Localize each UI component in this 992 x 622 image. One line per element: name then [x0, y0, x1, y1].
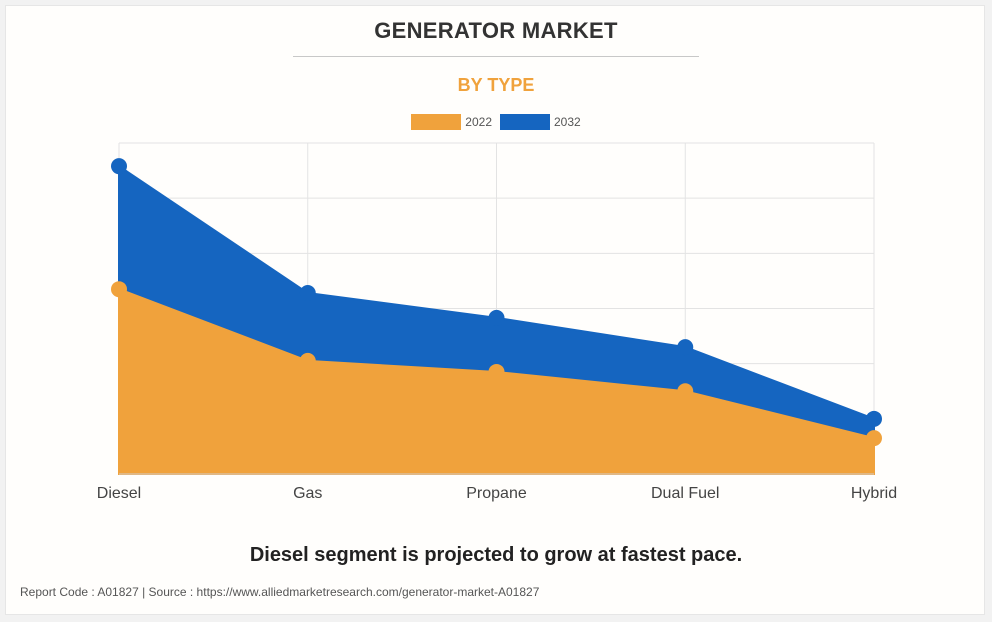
legend-item-2032[interactable]: 2032: [500, 114, 581, 130]
x-tick-label-gas: Gas: [293, 485, 322, 502]
data-point-2022-gas: [299, 352, 316, 369]
data-point-2022-propane: [488, 363, 505, 380]
data-point-2032-propane: [488, 309, 505, 326]
x-tick-label-propane: Propane: [466, 485, 527, 502]
data-point-2022-hybrid: [866, 430, 882, 447]
x-tick-label-diesel: Diesel: [97, 485, 141, 502]
data-point-2022-dual-fuel: [677, 383, 694, 400]
data-point-2032-gas: [299, 285, 316, 302]
source-note: Report Code : A01827 | Source : https://…: [20, 585, 540, 599]
x-tick-label-dual-fuel: Dual Fuel: [651, 485, 719, 502]
legend-swatch-2022: [411, 114, 462, 130]
title-divider: [293, 56, 699, 57]
chart-caption: Diesel segment is projected to grow at f…: [249, 544, 743, 566]
legend-label-2032: 2032: [554, 115, 581, 129]
legend-swatch-2032: [500, 114, 550, 130]
legend-item-2022[interactable]: 2022: [411, 114, 492, 130]
area-series-2022: [118, 287, 875, 475]
data-point-2022-diesel: [111, 281, 127, 298]
chart-legend: 2022 2032: [0, 114, 992, 130]
data-point-2032-dual-fuel: [677, 339, 694, 356]
x-tick-label-hybrid: Hybrid: [851, 485, 897, 502]
chart-title: GENERATOR MARKET: [374, 18, 618, 43]
chart-subtitle: BY TYPE: [457, 75, 535, 95]
data-point-2032-diesel: [111, 158, 127, 175]
legend-label-2022: 2022: [465, 115, 492, 129]
data-point-2032-hybrid: [866, 410, 882, 427]
